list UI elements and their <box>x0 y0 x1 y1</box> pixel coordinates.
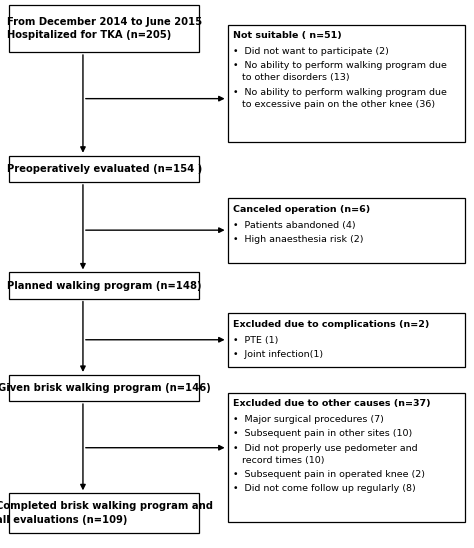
FancyBboxPatch shape <box>228 313 465 367</box>
Text: •  Patients abandoned (4): • Patients abandoned (4) <box>233 221 356 230</box>
Text: •  Did not want to participate (2): • Did not want to participate (2) <box>233 47 389 56</box>
Text: Excluded due to other causes (n=37): Excluded due to other causes (n=37) <box>233 399 431 408</box>
Text: Given brisk walking program (n=146): Given brisk walking program (n=146) <box>0 383 210 393</box>
FancyBboxPatch shape <box>228 198 465 263</box>
Text: to excessive pain on the other knee (36): to excessive pain on the other knee (36) <box>242 100 435 109</box>
FancyBboxPatch shape <box>9 156 199 182</box>
Text: Completed brisk walking program and
all evaluations (n=109): Completed brisk walking program and all … <box>0 501 213 524</box>
FancyBboxPatch shape <box>9 5 199 52</box>
Text: •  Joint infection(1): • Joint infection(1) <box>233 350 323 359</box>
FancyBboxPatch shape <box>9 272 199 299</box>
FancyBboxPatch shape <box>9 375 199 401</box>
Text: •  Subsequent pain in other sites (10): • Subsequent pain in other sites (10) <box>233 430 412 438</box>
Text: •  No ability to perform walking program due: • No ability to perform walking program … <box>233 61 447 70</box>
Text: record times (10): record times (10) <box>242 456 324 465</box>
Text: •  Subsequent pain in operated knee (2): • Subsequent pain in operated knee (2) <box>233 470 425 479</box>
Text: Excluded due to complications (n=2): Excluded due to complications (n=2) <box>233 320 429 329</box>
Text: Preoperatively evaluated (n=154 ): Preoperatively evaluated (n=154 ) <box>7 164 202 174</box>
Text: to other disorders (13): to other disorders (13) <box>242 73 349 82</box>
Text: •  High anaesthesia risk (2): • High anaesthesia risk (2) <box>233 235 364 244</box>
Text: •  Did not come follow up regularly (8): • Did not come follow up regularly (8) <box>233 484 416 493</box>
Text: Canceled operation (n=6): Canceled operation (n=6) <box>233 205 371 214</box>
Text: •  Major surgical procedures (7): • Major surgical procedures (7) <box>233 415 384 424</box>
Text: From December 2014 to June 2015
Hospitalized for TKA (n=205): From December 2014 to June 2015 Hospital… <box>7 17 202 41</box>
FancyBboxPatch shape <box>9 493 199 533</box>
Text: •  PTE (1): • PTE (1) <box>233 336 279 345</box>
FancyBboxPatch shape <box>228 25 465 142</box>
Text: Not suitable ( n=51): Not suitable ( n=51) <box>233 31 342 40</box>
Text: Planned walking program (n=148): Planned walking program (n=148) <box>7 281 201 290</box>
Text: •  Did not properly use pedometer and: • Did not properly use pedometer and <box>233 444 418 453</box>
Text: •  No ability to perform walking program due: • No ability to perform walking program … <box>233 88 447 96</box>
FancyBboxPatch shape <box>228 393 465 522</box>
